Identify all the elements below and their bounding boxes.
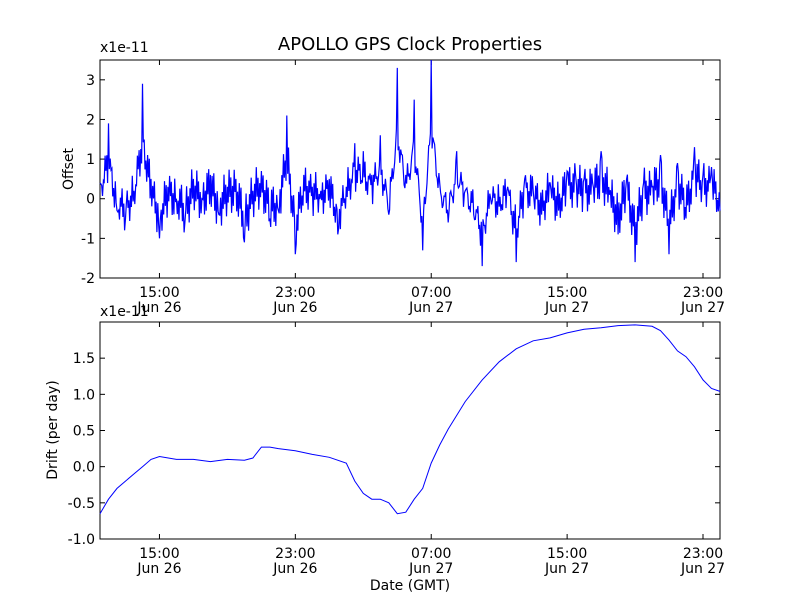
offset-y-tick-label: -2 xyxy=(81,271,95,287)
offset-y-tick-label: -1 xyxy=(81,231,95,247)
drift-x-tick-label-time: 07:00 xyxy=(411,546,451,562)
drift-x-tick-label-time: 23:00 xyxy=(275,546,315,562)
drift-x-tick-label-date: Jun 27 xyxy=(680,561,725,577)
drift-series xyxy=(99,324,721,515)
drift-x-axis-label: Date (GMT) xyxy=(370,578,450,594)
drift-y-tick-label: -0.5 xyxy=(68,496,95,512)
offset-x-tick-label-time: 23:00 xyxy=(275,285,315,301)
drift-x-tick-label-time: 23:00 xyxy=(683,546,723,562)
drift-y-tick-label: 0.0 xyxy=(73,460,95,476)
drift-y-axis-label: Drift (per day) xyxy=(45,380,61,479)
drift-x-tick-label-date: Jun 26 xyxy=(272,561,317,577)
drift-x-tick-label-date: Jun 26 xyxy=(136,561,181,577)
drift-x-tick-label-date: Jun 27 xyxy=(408,561,453,577)
drift-y-tick-label: 0.5 xyxy=(73,424,95,440)
offset-x-tick-label-time: 15:00 xyxy=(139,285,179,301)
offset-plot-frame xyxy=(99,59,721,279)
drift-y-ticks: -1.0 -0.5 0.0 0.5 1.0 1.5 xyxy=(68,351,720,548)
offset-x-tick-label-date: Jun 26 xyxy=(136,300,181,316)
drift-x-tick-label-time: 15:00 xyxy=(547,546,587,562)
offset-y-tick-label: 1 xyxy=(86,152,95,168)
offset-x-tick-label-time: 23:00 xyxy=(683,285,723,301)
offset-y-axis-label: Offset xyxy=(61,147,77,190)
drift-y-tick-label: 1.0 xyxy=(73,387,95,403)
offset-y-multiplier: x1e-11 xyxy=(100,40,149,56)
offset-x-tick-label-date: Jun 26 xyxy=(272,300,317,316)
offset-x-tick-label-date: Jun 27 xyxy=(408,300,453,316)
offset-series-line xyxy=(99,59,721,267)
offset-x-tick-label-time: 15:00 xyxy=(547,285,587,301)
offset-x-tick-label-date: Jun 27 xyxy=(544,300,589,316)
drift-y-tick-label: 1.5 xyxy=(73,351,95,367)
offset-x-tick-label-time: 07:00 xyxy=(411,285,451,301)
drift-y-tick-label: -1.0 xyxy=(68,532,95,548)
drift-series-line xyxy=(99,324,721,515)
offset-y-tick-label: 0 xyxy=(86,192,95,208)
figure-title: APOLLO GPS Clock Properties xyxy=(278,34,542,55)
drift-y-multiplier: x1e-11 xyxy=(100,304,149,320)
drift-x-tick-label-date: Jun 27 xyxy=(544,561,589,577)
offset-y-tick-label: 2 xyxy=(86,112,95,128)
offset-y-tick-label: 3 xyxy=(86,73,95,89)
offset-y-ticks: -2 -1 0 1 2 3 xyxy=(81,73,720,287)
drift-x-tick-label-time: 15:00 xyxy=(139,546,179,562)
offset-x-tick-label-date: Jun 27 xyxy=(680,300,725,316)
offset-series xyxy=(99,59,721,267)
drift-panel: x1e-11 Drift (per day) Date (GMT) -1.0 -0… xyxy=(45,304,725,594)
